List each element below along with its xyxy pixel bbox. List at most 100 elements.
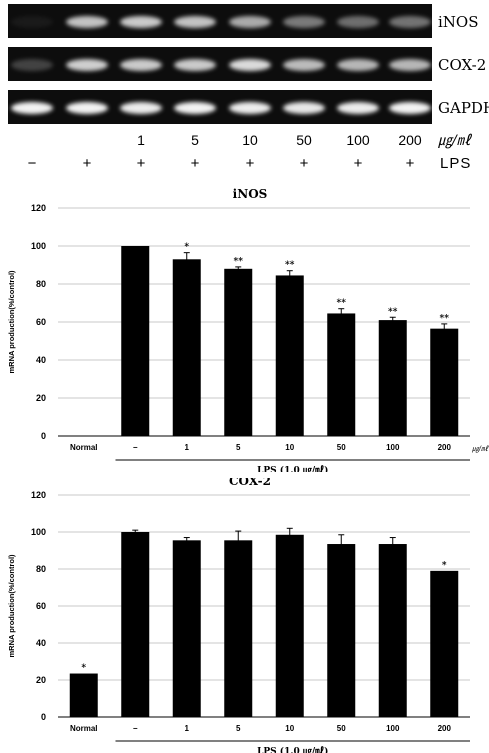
gel-band	[229, 102, 271, 114]
gel-band	[229, 16, 271, 28]
gel-band	[389, 102, 431, 114]
gel-band	[120, 16, 162, 28]
lps-sign: +	[83, 155, 92, 172]
x-tick-label: 1	[185, 443, 190, 452]
x-tick-label: Normal	[70, 724, 98, 733]
gel-band	[174, 16, 216, 28]
bar	[430, 570, 459, 717]
bar	[430, 328, 459, 436]
concentration-label: 50	[296, 132, 312, 148]
significance-marker: **	[285, 261, 295, 271]
gel-band	[174, 59, 216, 71]
x-tick-label: 100	[386, 724, 400, 733]
lps-sign: +	[406, 155, 415, 172]
bar	[121, 246, 150, 436]
x-tick-label: 5	[236, 443, 241, 452]
bar	[121, 532, 150, 717]
y-tick-label: 120	[31, 490, 46, 500]
bar	[172, 540, 201, 717]
gel-band	[283, 59, 325, 71]
gel-blot-panel: iNOS COX-2 GAPDH 1 5 10 50 100 200 ㎍/㎖ − + + + + + + +…	[8, 4, 489, 172]
lps-sign: +	[137, 155, 146, 172]
x-tick-label: −	[133, 724, 138, 733]
y-tick-label: 60	[36, 601, 46, 611]
gel-band	[66, 16, 108, 28]
gel-band	[120, 102, 162, 114]
y-tick-label: 20	[36, 393, 46, 403]
x-tick-label: 100	[386, 443, 400, 452]
x-unit-label: ㎍/㎖	[472, 445, 489, 453]
y-tick-label: 40	[36, 355, 46, 365]
gel-row-labels: iNOS COX-2 GAPDH	[438, 13, 489, 117]
y-tick-label: 0	[41, 431, 46, 441]
x-tick-label: 1	[185, 724, 190, 733]
significance-marker: **	[440, 314, 450, 324]
gel-band	[11, 59, 53, 71]
gel-row-label: iNOS	[438, 13, 479, 31]
chart-title: iNOS	[233, 187, 268, 201]
x-tick-label: 200	[438, 443, 452, 452]
y-tick-label: 80	[36, 279, 46, 289]
x-tick-label: 10	[285, 724, 294, 733]
gel-band	[389, 16, 431, 28]
gel-band	[337, 59, 379, 71]
gel-band	[66, 59, 108, 71]
y-tick-label: 100	[31, 527, 46, 537]
bar	[275, 534, 304, 717]
concentration-label: 1	[137, 132, 145, 148]
x-tick-label: −	[133, 443, 138, 452]
gel-band	[174, 102, 216, 114]
gel-band	[283, 102, 325, 114]
bar	[378, 320, 407, 436]
concentration-label: 100	[346, 132, 370, 148]
gel-band	[283, 16, 325, 28]
gel-band	[229, 59, 271, 71]
lps-sign: +	[300, 155, 309, 172]
lps-sign: +	[191, 155, 200, 172]
significance-marker: *	[184, 243, 189, 253]
x-axis-label: LPS (1.0 ㎍/㎖)	[257, 746, 328, 753]
gel-rows	[8, 4, 432, 124]
gel-band	[11, 16, 53, 28]
significance-marker: *	[81, 664, 86, 674]
y-tick-label: 0	[41, 712, 46, 722]
y-tick-label: 60	[36, 317, 46, 327]
bar	[327, 544, 356, 717]
significance-marker: *	[442, 561, 447, 571]
chart-title: COX-2	[229, 478, 271, 488]
gel-band	[120, 59, 162, 71]
lps-sign: +	[246, 155, 255, 172]
significance-marker: **	[388, 307, 398, 317]
lps-row: − + + + + + + +	[28, 155, 415, 172]
significance-marker: **	[234, 257, 244, 267]
gel-band	[66, 102, 108, 114]
gel-band	[11, 102, 53, 114]
gel-row-label: COX-2	[438, 56, 486, 74]
y-tick-label: 20	[36, 675, 46, 685]
x-tick-label: 10	[285, 443, 294, 452]
x-tick-label: 50	[337, 724, 346, 733]
bar	[275, 275, 304, 436]
x-tick-label: 200	[438, 724, 452, 733]
y-axis-label: mRNA production(%/control)	[7, 270, 16, 374]
inos-bar-chart: iNOS 0 20 40 60 80 100 120 mRNA production(%/con…	[7, 187, 489, 472]
gel-band	[389, 59, 431, 71]
bar	[224, 268, 253, 436]
concentration-label: 10	[242, 132, 258, 148]
cox2-bar-chart: COX-2 0 20 40 60 80 100 120 mRNA production(%/co…	[7, 478, 470, 753]
concentration-label: 200	[398, 132, 422, 148]
y-tick-label: 100	[31, 241, 46, 251]
gel-band	[337, 102, 379, 114]
y-tick-label: 40	[36, 638, 46, 648]
y-tick-label: 120	[31, 203, 46, 213]
concentration-label: 5	[191, 132, 199, 148]
lps-sign: −	[28, 155, 37, 172]
y-axis-label: mRNA production(%/control)	[7, 554, 16, 658]
y-tick-label: 80	[36, 564, 46, 574]
x-axis-label: LPS (1.0 ㎍/㎖)	[257, 465, 328, 472]
gel-band	[337, 16, 379, 28]
significance-marker: **	[337, 299, 347, 309]
bar	[224, 540, 253, 717]
x-tick-label: 50	[337, 443, 346, 452]
bar	[327, 313, 356, 436]
